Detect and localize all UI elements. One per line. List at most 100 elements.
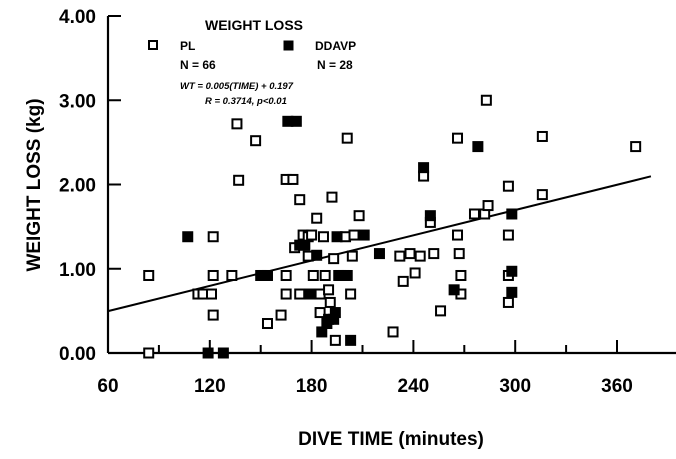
pl-point (482, 200, 494, 212)
x-tick-label: 240 (398, 376, 430, 397)
pl-point (455, 269, 467, 281)
pl-point (324, 296, 336, 308)
pl-point (397, 275, 409, 287)
pl-point (387, 326, 399, 338)
ddavp-point (448, 284, 460, 296)
ddavp-point (299, 239, 311, 251)
pl-point (345, 288, 357, 300)
pl-point (329, 334, 341, 346)
pl-point (536, 189, 548, 201)
legend: WEIGHT LOSS PL N = 66 DDAVP N = 28 WT = … (148, 17, 356, 107)
x-tick-label: 180 (296, 376, 328, 397)
y-tick-label: 2.00 (59, 176, 96, 197)
legend-marker-pl (148, 40, 158, 50)
pl-point (409, 267, 421, 279)
ddavp-point (472, 141, 484, 153)
ddavp-point (261, 269, 273, 281)
regression-equation: WT = 0.005(TIME) + 0.197 (180, 81, 294, 92)
pl-point (307, 269, 319, 281)
ddavp-point (341, 269, 353, 281)
pl-point (207, 309, 219, 321)
ddavp-point (418, 162, 430, 174)
pl-point (207, 269, 219, 281)
pl-point (314, 307, 326, 319)
ddavp-point (345, 334, 357, 346)
ddavp-point (311, 249, 323, 261)
pl-point (452, 229, 464, 241)
ddavp-point (290, 115, 302, 127)
ddavp-point (329, 307, 341, 319)
pl-point (502, 296, 514, 308)
pl-point (348, 229, 360, 241)
pl-point (306, 229, 318, 241)
pl-point (226, 269, 238, 281)
ddavp-point (182, 231, 194, 243)
ddavp-point (506, 208, 518, 220)
pl-point (536, 130, 548, 142)
legend-label-pl: PL (180, 39, 195, 53)
pl-point (294, 194, 306, 206)
pl-point (311, 212, 323, 224)
x-tick-label: 120 (194, 376, 226, 397)
pl-point (453, 248, 465, 260)
ddavp-point (304, 288, 316, 300)
ddavp-point (217, 347, 229, 359)
pl-point (341, 132, 353, 144)
legend-marker-ddavp (283, 40, 294, 51)
y-tick-label: 1.00 (59, 260, 96, 281)
pl-point (394, 250, 406, 262)
pl-point (233, 174, 245, 186)
pl-point (261, 318, 273, 330)
pl-point (468, 208, 480, 220)
pl-point (353, 210, 365, 222)
pl-point (250, 135, 262, 147)
pl-point (452, 132, 464, 144)
regression-stats: R = 0.3714, p<0.01 (205, 96, 287, 107)
axis-ticks (107, 15, 618, 354)
pl-point (205, 288, 217, 300)
x-tick-label: 360 (601, 376, 633, 397)
ddavp-point (506, 265, 518, 277)
x-tick-label: 300 (499, 376, 531, 397)
pl-point (287, 173, 299, 185)
pl-point (143, 269, 155, 281)
pl-point (323, 284, 335, 296)
ddavp-point (373, 248, 385, 260)
pl-point (207, 231, 219, 243)
axis-tick-labels: 0.00 1.00 2.00 3.00 4.00 60 120 180 240 300 360 (59, 7, 633, 397)
legend-n-ddavp: N = 28 (317, 58, 353, 72)
pl-point (428, 248, 440, 260)
pl-point (435, 305, 447, 317)
pl-point (414, 250, 426, 262)
pl-point (502, 180, 514, 192)
regression-line (107, 175, 652, 313)
pl-point (346, 250, 358, 262)
pl-point (280, 269, 292, 281)
data-points (143, 94, 642, 359)
legend-label-ddavp: DDAVP (315, 39, 356, 53)
pl-point (280, 288, 292, 300)
y-tick-label: 3.00 (59, 91, 96, 112)
pl-point (319, 269, 331, 281)
pl-point (231, 118, 243, 130)
pl-point (404, 248, 416, 260)
legend-n-pl: N = 66 (180, 58, 216, 72)
y-axis-title: WEIGHT LOSS (kg) (24, 98, 45, 271)
ddavp-point (506, 286, 518, 298)
pl-point (275, 309, 287, 321)
x-axis-title: DIVE TIME (minutes) (298, 429, 484, 450)
ddavp-point (358, 229, 370, 241)
y-tick-label: 4.00 (59, 7, 96, 28)
pl-point (143, 347, 155, 359)
pl-point (317, 231, 329, 243)
y-tick-label: 0.00 (59, 344, 96, 365)
ddavp-point (424, 210, 436, 222)
chart-title: WEIGHT LOSS (205, 17, 303, 33)
ddavp-point (202, 347, 214, 359)
pl-point (294, 288, 306, 300)
pl-point (502, 229, 514, 241)
pl-point (328, 253, 340, 265)
ddavp-point (331, 231, 343, 243)
x-tick-label: 60 (97, 376, 118, 397)
